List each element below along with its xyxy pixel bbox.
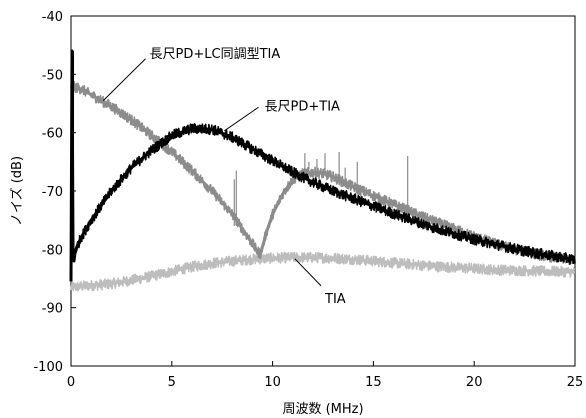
tick-group: 0 5 10 15 20 25 -40 -50 -60 -70 -80 -90 -100: [33, 10, 583, 390]
x-tick-label: 5: [168, 375, 176, 390]
y-tick-label: -70: [42, 185, 63, 200]
y-tick-label: -40: [42, 10, 63, 25]
y-tick-label: -80: [42, 243, 63, 258]
y-tick-label: -50: [42, 68, 63, 83]
y-tick-label: -100: [33, 360, 63, 375]
series-tia: [70, 251, 576, 292]
x-axis-title: 周波数 (MHz): [282, 402, 363, 417]
annotation-label: 長尺PD+LC同調型TIA: [150, 47, 281, 62]
series-pd-tia: [69, 49, 576, 282]
x-tick-label: 0: [67, 375, 75, 390]
annotation-label: 長尺PD+TIA: [265, 99, 341, 114]
series-tia-core: [70, 256, 576, 289]
y-axis-title: ノイズ (dB): [9, 156, 25, 226]
series-group: [69, 49, 576, 292]
spike-group: [72, 51, 409, 226]
x-tick-label: 20: [466, 375, 483, 390]
annotation-leader-line: [223, 106, 259, 132]
x-tick-label: 10: [264, 375, 281, 390]
y-tick-label: -90: [42, 302, 63, 317]
annotation-leader-line: [102, 58, 146, 101]
annotation-group: 長尺PD+LC同調型TIA 長尺PD+TIA TIA: [102, 47, 346, 307]
annotation-leader-line: [294, 258, 322, 287]
x-tick-label: 15: [365, 375, 382, 390]
y-tick-label: -60: [42, 127, 63, 142]
x-tick-label: 25: [567, 375, 584, 390]
annotation-label: TIA: [324, 292, 346, 307]
series-pd-tia-core: [69, 49, 576, 282]
